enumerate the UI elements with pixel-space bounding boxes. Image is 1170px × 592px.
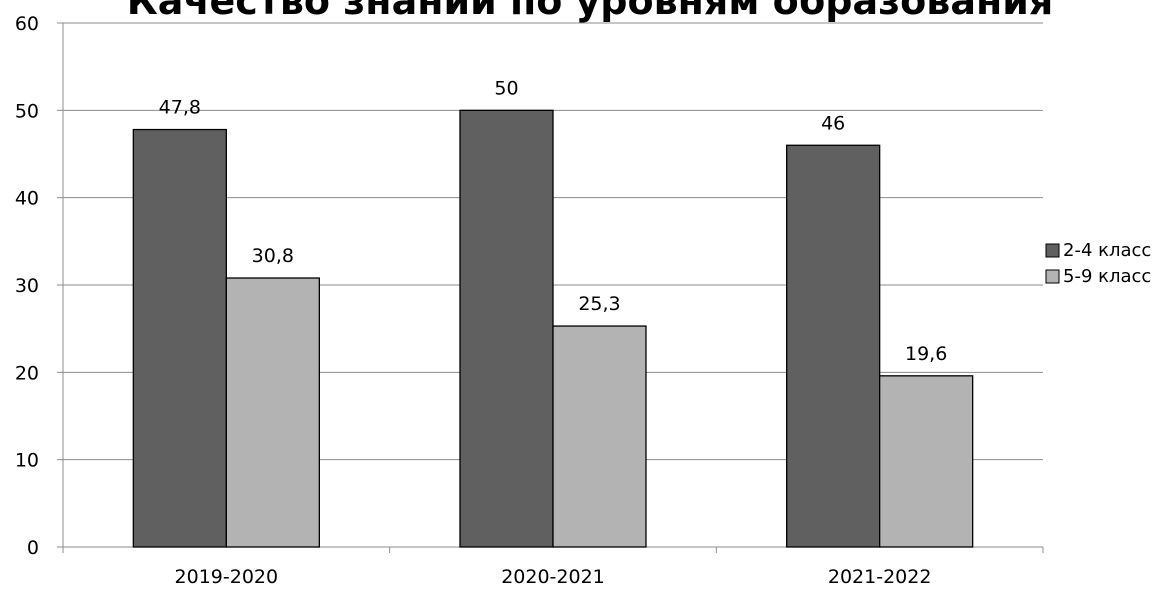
y-tick-label: 10 <box>15 450 39 472</box>
bar <box>225 277 320 548</box>
y-tick-label: 20 <box>15 362 39 384</box>
legend-label-5-9: 5-9 класс <box>1063 266 1151 287</box>
x-tick-label: 2020-2021 <box>501 566 605 588</box>
legend: 2-4 класс 5-9 класс <box>1045 240 1151 287</box>
data-label: 30,8 <box>252 245 294 267</box>
bars <box>132 109 974 548</box>
legend-swatch-5-9 <box>1045 269 1060 284</box>
value-labels: 47,8 30,8 50 25,3 46 19,6 <box>159 77 948 364</box>
data-label: 47,8 <box>159 97 201 119</box>
bar <box>132 128 227 548</box>
x-tick-label: 2021-2022 <box>828 566 932 588</box>
y-tick-label: 0 <box>27 537 39 559</box>
chart-title: Качество знаний по уровням образования <box>127 0 1054 23</box>
data-label: 46 <box>821 112 845 134</box>
x-tick-label: 2019-2020 <box>175 566 279 588</box>
y-tick-label: 40 <box>15 188 39 210</box>
legend-label-2-4: 2-4 класс <box>1063 240 1151 261</box>
data-label: 50 <box>494 77 518 99</box>
y-tick-label: 30 <box>15 275 39 297</box>
bar <box>459 109 554 548</box>
legend-swatch-2-4 <box>1045 243 1060 258</box>
y-tick-label: 50 <box>15 100 39 122</box>
bar <box>786 144 881 548</box>
x-axis-ticks: 2019-2020 2020-2021 2021-2022 <box>62 547 1044 588</box>
bar <box>879 375 974 548</box>
y-tick-label: 60 <box>15 13 39 35</box>
data-label: 25,3 <box>578 293 620 315</box>
bar <box>552 325 647 548</box>
data-label: 19,6 <box>905 343 947 365</box>
y-axis-ticks: 0 10 20 30 40 50 60 <box>15 13 63 559</box>
